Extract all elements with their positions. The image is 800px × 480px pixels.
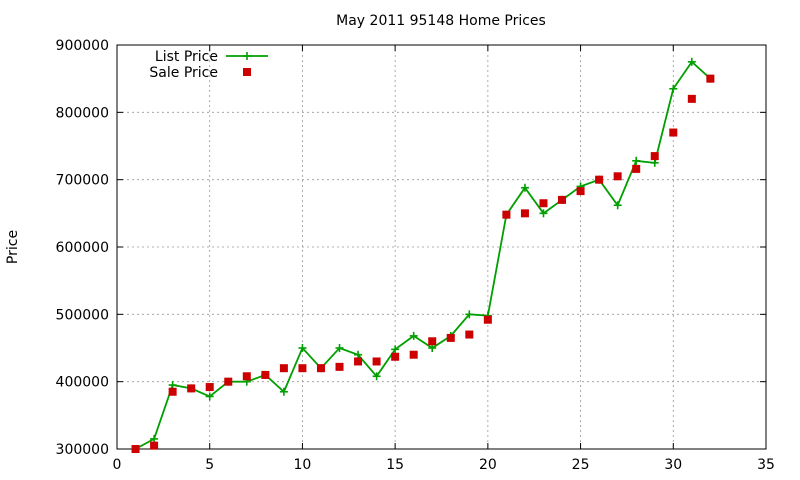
list-price-point [520, 183, 529, 192]
x-tick-label: 25 [572, 457, 590, 473]
list-price-point [168, 381, 177, 390]
sale-price-point [409, 350, 418, 359]
x-tick-label: 5 [205, 457, 214, 473]
sale-price-point [391, 352, 400, 361]
grid [117, 45, 766, 449]
sale-price-point [354, 357, 363, 366]
x-tick-label: 15 [386, 457, 404, 473]
sale-price-point [650, 152, 659, 161]
sale-price-point [242, 372, 251, 381]
list-price-point [372, 372, 381, 381]
y-tick-label: 500000 [56, 307, 109, 323]
sale-price-point [613, 172, 622, 181]
y-tick-label: 300000 [56, 442, 109, 458]
sale-price-point [632, 164, 641, 173]
y-tick-label: 800000 [56, 105, 109, 121]
list-price-line [135, 60, 711, 450]
x-tick-label: 20 [479, 457, 497, 473]
list-price-point [428, 344, 437, 352]
list-price-point [279, 387, 288, 396]
sale-price-point [168, 387, 177, 396]
legend-label: Sale Price [149, 65, 218, 81]
sale-price-point [224, 377, 233, 386]
sale-price-point [465, 330, 474, 339]
series [131, 57, 715, 453]
list-price-point [669, 84, 678, 93]
sale-price-point [261, 370, 270, 379]
y-axis-label: Price [5, 230, 21, 264]
list-price-point [150, 434, 159, 443]
sale-price-point [502, 210, 511, 219]
chart-title: May 2011 95148 Home Prices [336, 13, 546, 29]
list-price-point [465, 310, 474, 319]
list-price-point [613, 201, 622, 210]
list-price-point [391, 345, 400, 354]
sale-price-point [279, 364, 288, 373]
sale-price-point [298, 364, 307, 373]
x-tick-label: 35 [757, 457, 775, 473]
y-tick-label: 900000 [56, 38, 109, 54]
list-price-point [354, 350, 363, 359]
sale-price-point [428, 337, 437, 346]
x-tick-label: 0 [113, 457, 122, 473]
sale-price-point [187, 384, 196, 393]
list-price-point [335, 344, 344, 352]
sale-price-point [576, 187, 585, 196]
sale-price-point [539, 199, 548, 208]
axes: 300000 400000 500000 600000 700000 800000 9000… [56, 38, 775, 473]
y-tick-label: 400000 [56, 375, 109, 391]
y-tick-label: 700000 [56, 173, 109, 189]
list-price-point [687, 57, 696, 66]
sale-price-point [446, 333, 455, 342]
plot-frame [116, 44, 767, 450]
legend-label: List Price [155, 49, 218, 65]
x-tick-label: 30 [664, 457, 682, 473]
legend-cross-swatch [243, 52, 251, 60]
sale-price-point [687, 94, 696, 103]
sale-price-point [205, 383, 214, 392]
sale-price-point [150, 441, 159, 450]
list-price-point [539, 209, 548, 218]
sale-price-point [316, 364, 325, 373]
list-price-point [298, 344, 307, 352]
sale-price-point [558, 195, 567, 204]
sale-price-point [483, 315, 492, 324]
sale-price-point [669, 128, 678, 137]
legend-square-swatch [243, 68, 251, 76]
sale-price-point [520, 209, 529, 218]
y-tick-label: 600000 [56, 240, 109, 256]
sale-price-point [372, 357, 381, 366]
sale-price-point [706, 74, 715, 83]
list-price-point [650, 158, 659, 167]
sale-price-point [131, 445, 140, 453]
sale-price-point [595, 175, 604, 184]
sale-price-point [335, 362, 344, 371]
list-price-point [205, 392, 214, 401]
x-tick-label: 10 [294, 457, 312, 473]
list-price-point [632, 156, 641, 165]
list-price-point [409, 331, 418, 340]
